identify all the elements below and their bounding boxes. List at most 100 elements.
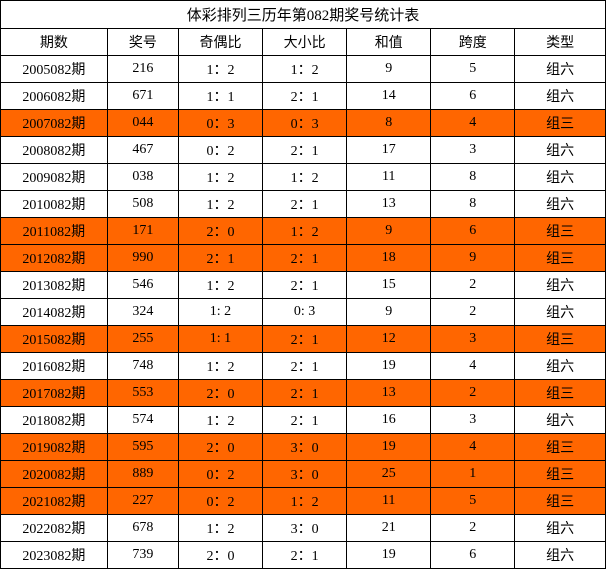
cell-period: 2005082期 [1,56,108,83]
table-row: 2023082期7392：02：1196组六 [1,542,606,569]
table-row: 2009082期0381：21：2118组六 [1,164,606,191]
cell-span: 2 [431,380,515,407]
cell-big-small: 3：0 [263,515,347,542]
cell-sum: 25 [347,461,431,488]
cell-sum: 14 [347,83,431,110]
table-row: 2022082期6781：23：0212组六 [1,515,606,542]
cell-number: 171 [107,218,178,245]
cell-sum: 8 [347,110,431,137]
cell-span: 6 [431,83,515,110]
cell-type: 组六 [515,164,606,191]
cell-number: 739 [107,542,178,569]
cell-big-small: 3：0 [263,434,347,461]
cell-big-small: 1：2 [263,56,347,83]
cell-big-small: 2：1 [263,542,347,569]
cell-sum: 13 [347,191,431,218]
cell-span: 8 [431,191,515,218]
cell-type: 组六 [515,515,606,542]
cell-number: 889 [107,461,178,488]
cell-sum: 17 [347,137,431,164]
cell-span: 3 [431,407,515,434]
cell-odd-even: 0：2 [178,488,262,515]
cell-span: 9 [431,245,515,272]
cell-type: 组六 [515,542,606,569]
table-row: 2007082期0440：30：384组三 [1,110,606,137]
cell-sum: 19 [347,542,431,569]
cell-odd-even: 2：0 [178,434,262,461]
cell-odd-even: 1: 1 [178,326,262,353]
cell-sum: 19 [347,353,431,380]
cell-odd-even: 1：2 [178,353,262,380]
cell-big-small: 1：2 [263,218,347,245]
cell-number: 038 [107,164,178,191]
cell-span: 4 [431,353,515,380]
cell-sum: 12 [347,326,431,353]
cell-number: 678 [107,515,178,542]
cell-sum: 9 [347,299,431,326]
cell-sum: 13 [347,380,431,407]
cell-sum: 11 [347,488,431,515]
cell-sum: 19 [347,434,431,461]
cell-sum: 21 [347,515,431,542]
cell-span: 2 [431,299,515,326]
cell-number: 546 [107,272,178,299]
title-row: 体彩排列三历年第082期奖号统计表 [1,1,606,29]
cell-big-small: 3：0 [263,461,347,488]
cell-sum: 11 [347,164,431,191]
cell-type: 组六 [515,407,606,434]
cell-odd-even: 2：0 [178,218,262,245]
cell-number: 508 [107,191,178,218]
table-row: 2008082期4670：22：1173组六 [1,137,606,164]
cell-big-small: 0：3 [263,110,347,137]
table-row: 2013082期5461：22：1152组六 [1,272,606,299]
header-type: 类型 [515,29,606,56]
cell-period: 2009082期 [1,164,108,191]
table-row: 2006082期6711：12：1146组六 [1,83,606,110]
cell-type: 组六 [515,191,606,218]
cell-odd-even: 1：2 [178,515,262,542]
cell-span: 4 [431,434,515,461]
cell-sum: 16 [347,407,431,434]
header-span: 跨度 [431,29,515,56]
cell-odd-even: 2：1 [178,245,262,272]
header-odd-even: 奇偶比 [178,29,262,56]
cell-big-small: 2：1 [263,380,347,407]
cell-period: 2013082期 [1,272,108,299]
cell-period: 2011082期 [1,218,108,245]
cell-odd-even: 1：2 [178,56,262,83]
cell-odd-even: 1: 2 [178,299,262,326]
cell-sum: 18 [347,245,431,272]
cell-number: 216 [107,56,178,83]
cell-sum: 15 [347,272,431,299]
cell-odd-even: 1：2 [178,272,262,299]
table-row: 2015082期2551: 12：1123组三 [1,326,606,353]
cell-span: 3 [431,137,515,164]
cell-period: 2015082期 [1,326,108,353]
cell-big-small: 1：2 [263,164,347,191]
cell-period: 2018082期 [1,407,108,434]
lottery-stats-table: 体彩排列三历年第082期奖号统计表 期数 奖号 奇偶比 大小比 和值 跨度 类型… [0,0,606,569]
table-row: 2019082期5952：03：0194组三 [1,434,606,461]
cell-number: 324 [107,299,178,326]
cell-period: 2020082期 [1,461,108,488]
cell-period: 2016082期 [1,353,108,380]
cell-span: 6 [431,218,515,245]
cell-big-small: 2：1 [263,245,347,272]
cell-odd-even: 1：1 [178,83,262,110]
cell-odd-even: 2：0 [178,542,262,569]
cell-big-small: 1：2 [263,488,347,515]
cell-period: 2010082期 [1,191,108,218]
header-number: 奖号 [107,29,178,56]
cell-type: 组三 [515,488,606,515]
cell-type: 组六 [515,56,606,83]
cell-type: 组三 [515,434,606,461]
cell-big-small: 2：1 [263,83,347,110]
cell-number: 671 [107,83,178,110]
cell-odd-even: 1：2 [178,407,262,434]
cell-type: 组三 [515,218,606,245]
cell-sum: 9 [347,218,431,245]
cell-span: 4 [431,110,515,137]
cell-number: 595 [107,434,178,461]
cell-sum: 9 [347,56,431,83]
cell-odd-even: 2：0 [178,380,262,407]
